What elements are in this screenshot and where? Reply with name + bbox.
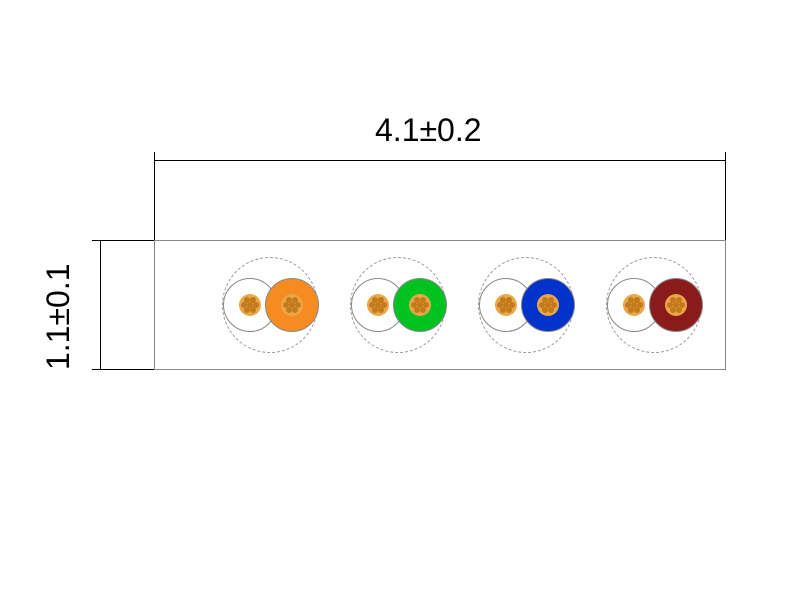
- conductor-strand: [378, 297, 384, 303]
- cable-cross-section-diagram: 4.1±0.2 1.1±0.1: [60, 120, 740, 460]
- conductor-strand: [497, 302, 503, 308]
- conductor-strand: [634, 297, 640, 303]
- conductor-strand: [539, 302, 545, 308]
- conductor-strand: [283, 302, 289, 308]
- conductor-strand: [411, 302, 417, 308]
- dimension-height-tick-bottom: [92, 369, 154, 370]
- conductor-strand: [625, 302, 631, 308]
- dimension-width-line: [154, 160, 726, 161]
- conductor-strand: [250, 297, 256, 303]
- conductor-strand: [420, 297, 426, 303]
- conductor-strand: [548, 297, 554, 303]
- dimension-width-tick-right: [725, 152, 726, 240]
- conductor-strand: [292, 297, 298, 303]
- dimension-height-line: [100, 240, 101, 370]
- dimension-height-tick-top: [92, 240, 154, 241]
- conductor-strand: [241, 302, 247, 308]
- dimension-width-tick-left: [154, 152, 155, 240]
- conductor-strand: [676, 297, 682, 303]
- dimension-width-label: 4.1±0.2: [375, 112, 482, 149]
- conductor-strand: [506, 297, 512, 303]
- dimension-height-label: 1.1±0.1: [40, 263, 77, 370]
- conductor-strand: [369, 302, 375, 308]
- conductor-strand: [667, 302, 673, 308]
